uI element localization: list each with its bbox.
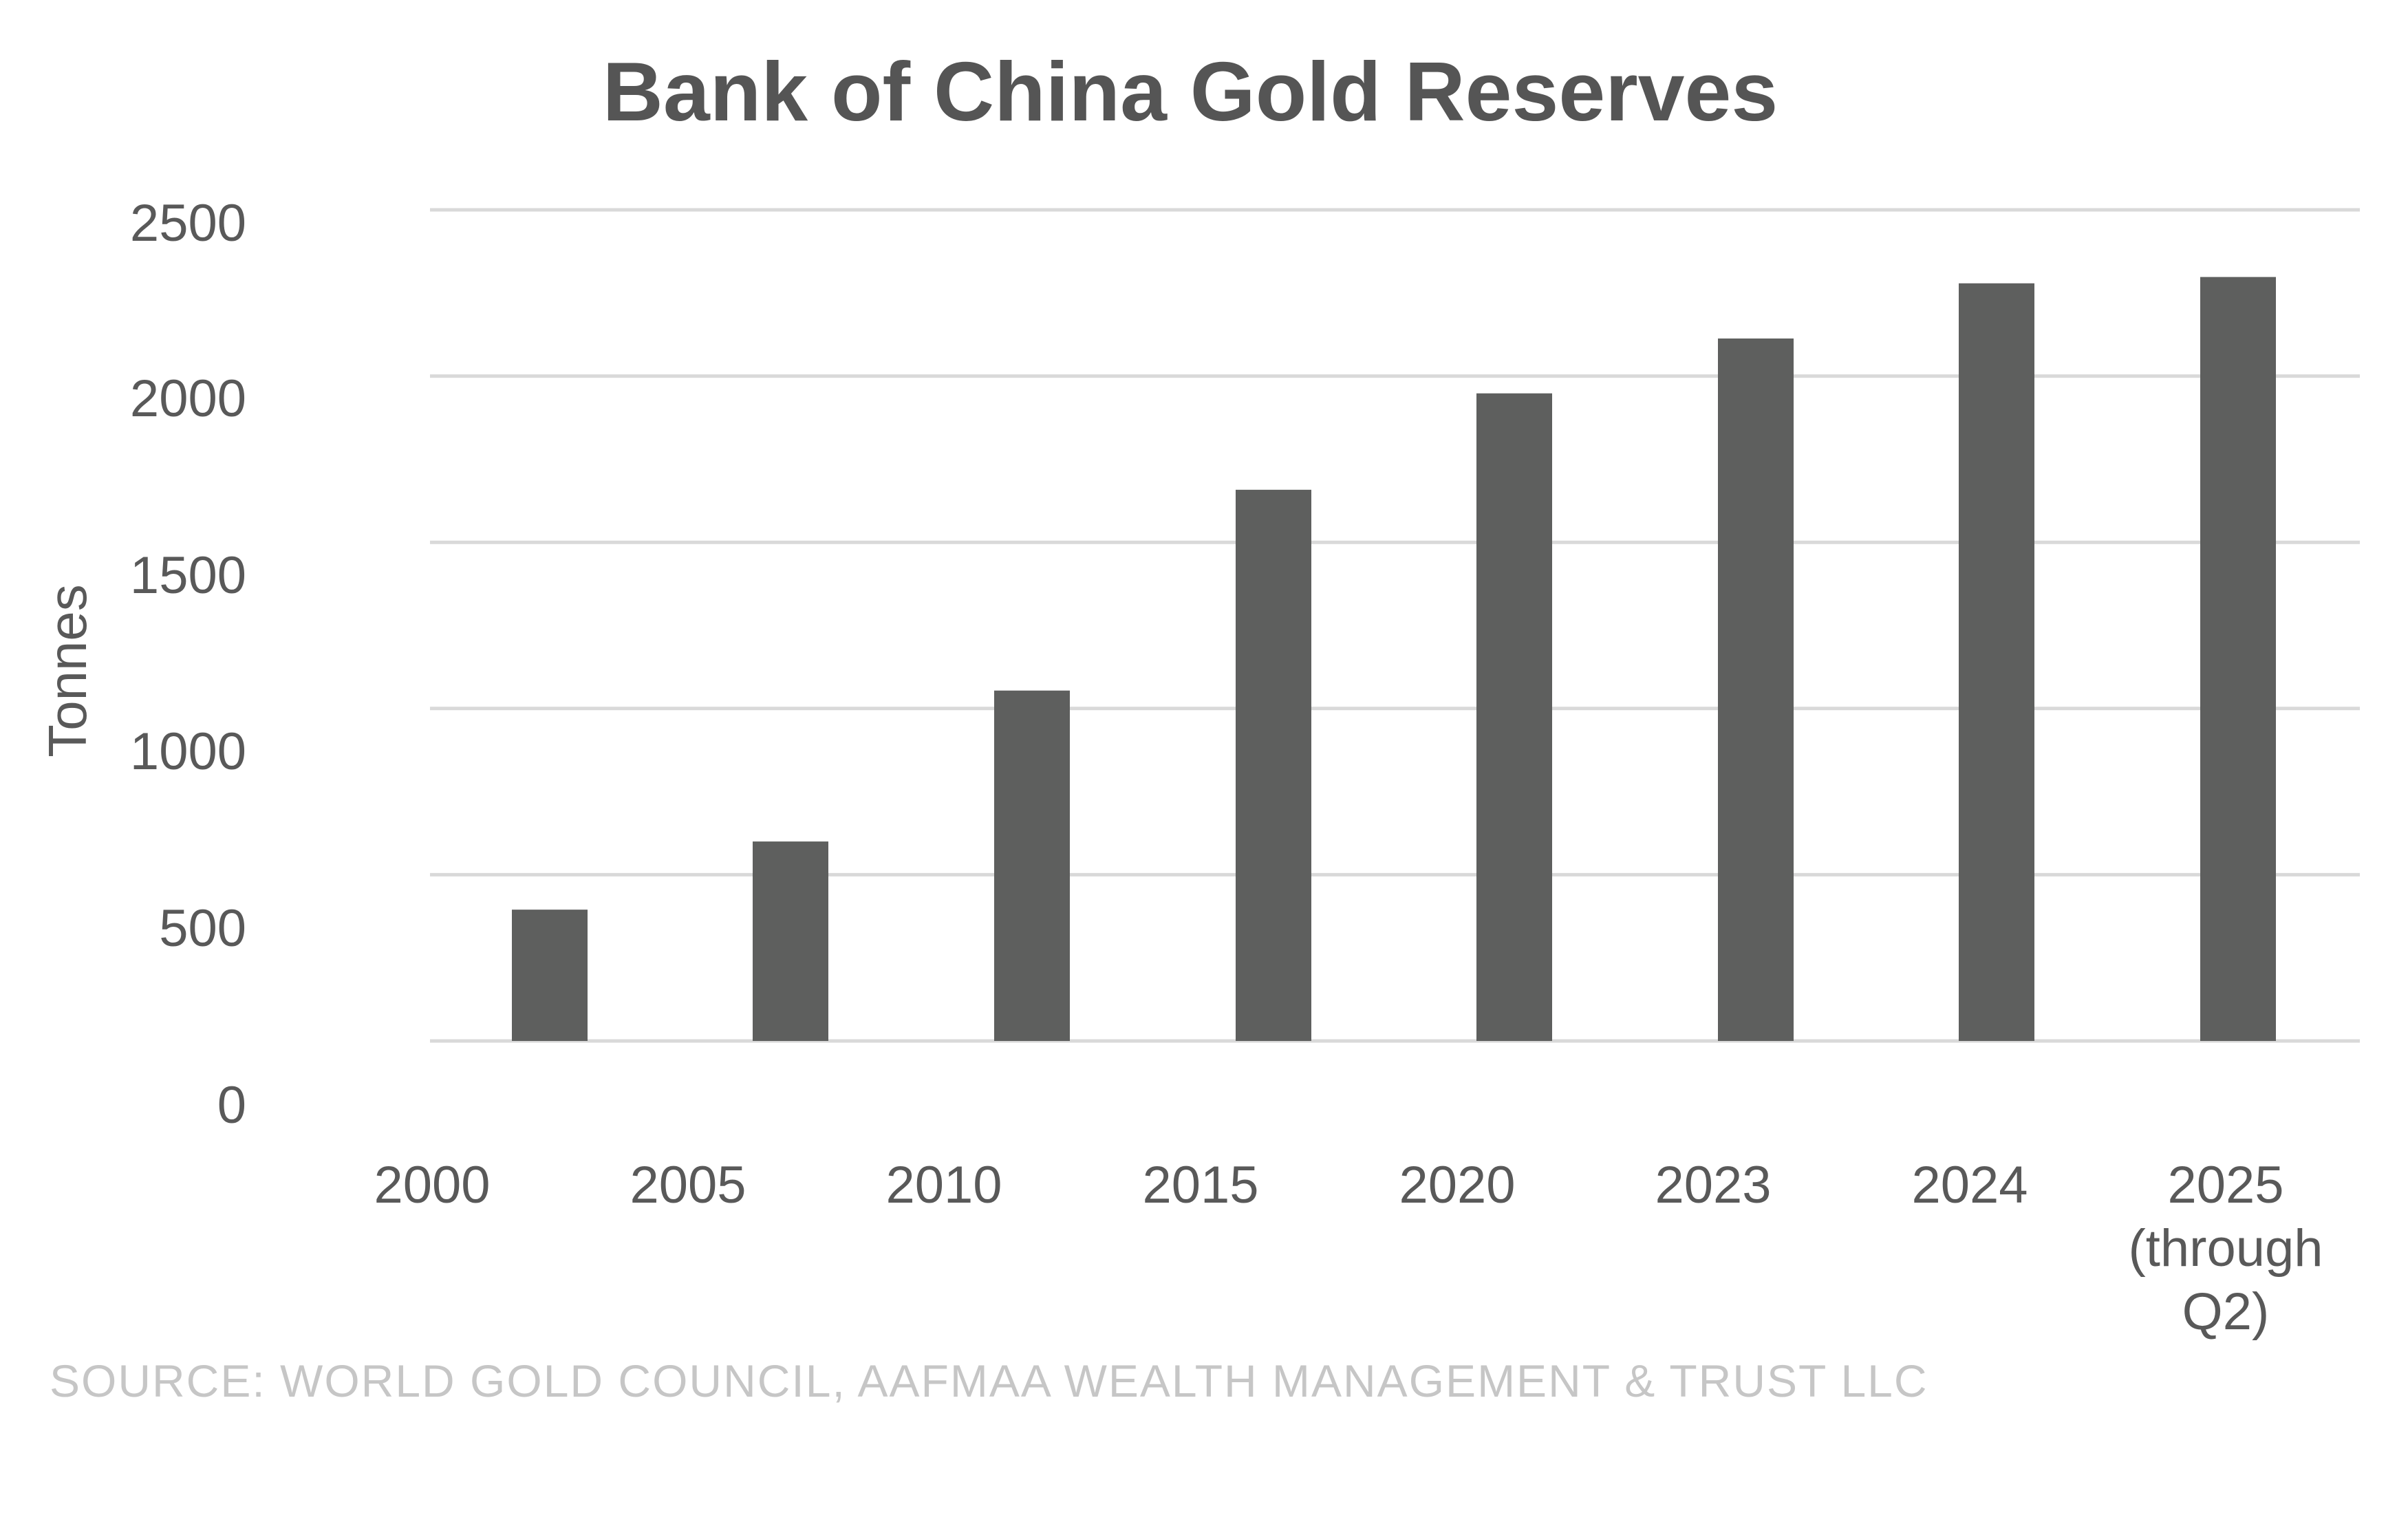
y-tick-label: 500 — [159, 899, 246, 958]
y-tick-label: 2500 — [130, 194, 246, 252]
y-axis-label: Tonnes — [37, 584, 98, 758]
source-note: SOURCE: WORLD GOLD COUNCIL, AAFMAA WEALT… — [50, 1355, 1928, 1406]
x-tick-label: 2023 — [1655, 1156, 1771, 1214]
y-axis-ticks: 2500 2000 1500 1000 500 0 — [130, 194, 246, 1135]
bar — [994, 690, 1070, 1041]
x-tick-label: 2015 — [1142, 1156, 1258, 1214]
x-axis-ticks: 2000 2005 2010 2015 2020 2023 2024 2025 (through… — [374, 1156, 2323, 1341]
y-tick-label: 2000 — [130, 369, 246, 428]
bars — [512, 277, 2276, 1041]
x-tick-label: 2010 — [885, 1156, 1002, 1214]
bar — [2200, 277, 2276, 1041]
bar — [1476, 393, 1552, 1041]
bar — [1718, 338, 1794, 1041]
x-tick-label: 2000 — [374, 1156, 490, 1214]
x-tick-label: 2005 — [630, 1156, 746, 1214]
bar — [1236, 489, 1311, 1041]
x-tick-label: 2020 — [1399, 1156, 1515, 1214]
bar — [512, 910, 588, 1041]
x-tick-label: 2025 (through Q2) — [2128, 1156, 2323, 1341]
y-tick-label: 1000 — [130, 722, 246, 781]
bar — [1959, 283, 2034, 1041]
gridlines — [430, 208, 2360, 1043]
x-tick-label: 2024 — [1911, 1156, 2028, 1214]
chart-title: Bank of China Gold Reserves — [603, 45, 1778, 138]
y-tick-label: 0 — [217, 1076, 246, 1135]
y-tick-label: 1500 — [130, 546, 246, 605]
bar — [753, 841, 828, 1041]
